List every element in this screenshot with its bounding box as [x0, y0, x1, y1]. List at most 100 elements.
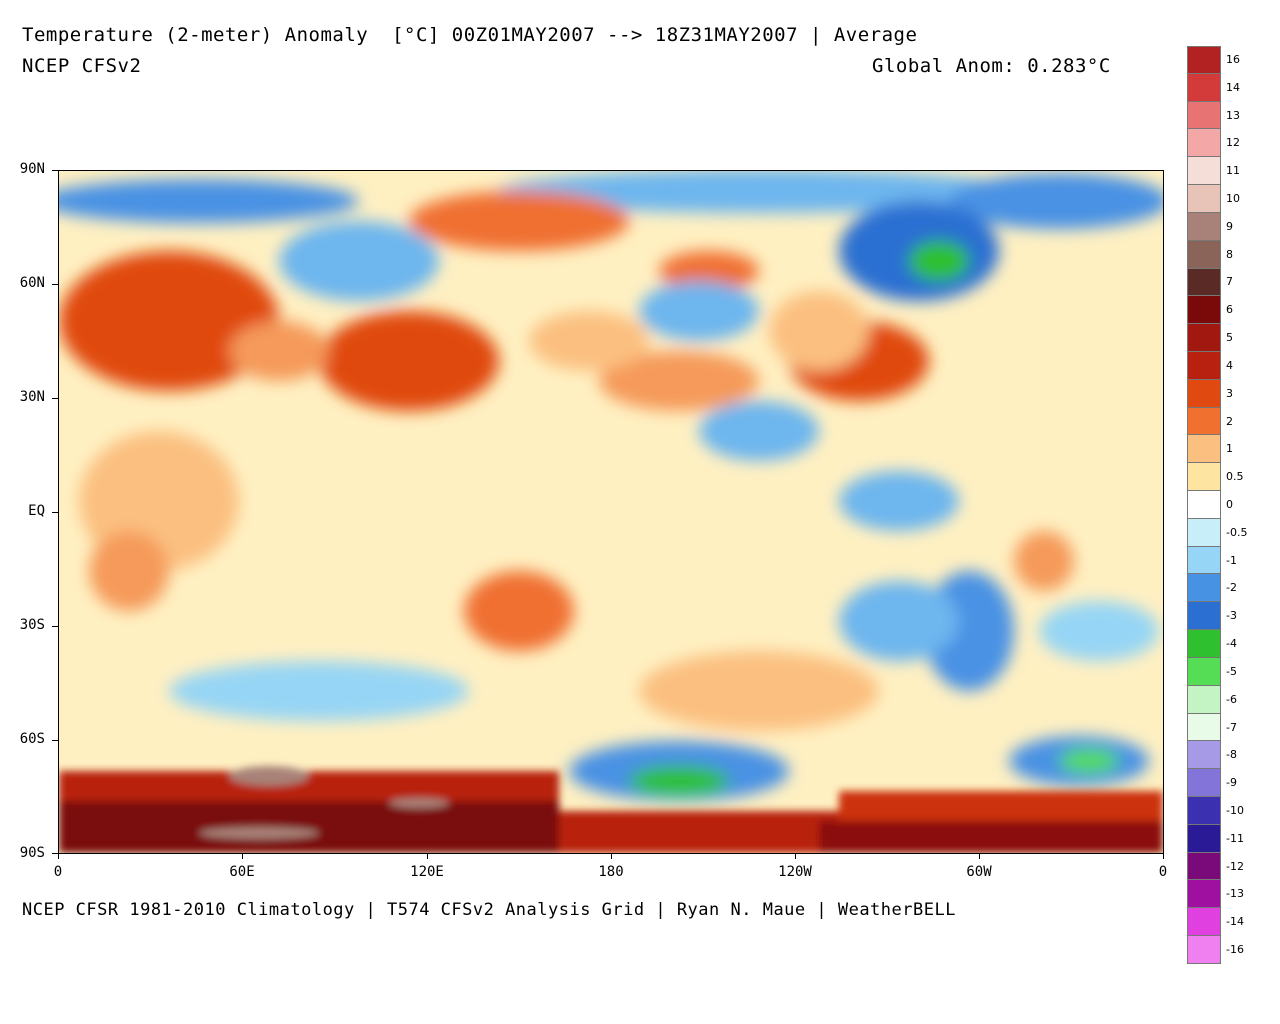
colorbar-label: -5 — [1226, 664, 1237, 678]
colorbar-swatch — [1187, 491, 1221, 519]
colorbar-label: 14 — [1226, 80, 1240, 94]
colorbar-swatch — [1187, 908, 1221, 936]
model-name: NCEP CFSv2 — [22, 55, 142, 77]
lat-label-60n: 60N — [19, 275, 45, 291]
lon-tick — [1163, 853, 1164, 859]
lon-label-120e: 120E — [410, 864, 444, 880]
colorbar-label: -8 — [1226, 748, 1237, 762]
colorbar-swatch — [1187, 351, 1221, 380]
lon-tick — [795, 853, 796, 859]
colorbar-swatch — [1187, 185, 1221, 213]
colorbar-label: 3 — [1226, 386, 1233, 400]
lon-tick — [611, 853, 612, 859]
colorbar-swatch — [1187, 602, 1221, 631]
colorbar-label: -9 — [1226, 776, 1237, 790]
colorbar-label: 9 — [1226, 219, 1233, 233]
colorbar-swatch — [1187, 435, 1221, 464]
lon-tick — [979, 853, 980, 859]
colorbar-label: 12 — [1226, 136, 1240, 150]
lon-label-120w: 120W — [778, 864, 812, 880]
colorbar-label: 7 — [1226, 275, 1233, 289]
colorbar-label: -13 — [1226, 887, 1244, 901]
lon-tick — [427, 853, 428, 859]
colorbar-swatch — [1187, 796, 1221, 825]
colorbar — [1187, 46, 1221, 964]
colorbar-swatch — [1187, 296, 1221, 325]
lon-tick — [58, 853, 59, 859]
colorbar-label: 0 — [1226, 498, 1233, 511]
lat-label-90s: 90S — [19, 845, 45, 861]
lat-tick — [52, 512, 58, 513]
colorbar-swatch — [1187, 518, 1221, 547]
lon-tick — [242, 853, 243, 859]
colorbar-swatch — [1187, 73, 1221, 102]
colorbar-swatch — [1187, 852, 1221, 881]
colorbar-label: -10 — [1226, 804, 1244, 817]
colorbar-swatch — [1187, 657, 1221, 686]
colorbar-swatch — [1187, 769, 1221, 797]
colorbar-label: 0.5 — [1226, 470, 1244, 484]
lon-label-60e: 60E — [229, 864, 255, 880]
lat-tick — [52, 626, 58, 627]
colorbar-label: -2 — [1226, 581, 1237, 595]
lat-tick — [52, 740, 58, 741]
lat-label-60s: 60S — [19, 731, 45, 747]
colorbar-swatch — [1187, 407, 1221, 436]
colorbar-swatch — [1187, 463, 1221, 491]
colorbar-swatch — [1187, 936, 1221, 964]
colorbar-label: 4 — [1226, 358, 1233, 372]
colorbar-label: -0.5 — [1226, 525, 1248, 539]
colorbar-swatch — [1187, 685, 1221, 714]
colorbar-swatch — [1187, 324, 1221, 352]
colorbar-swatch — [1187, 824, 1221, 853]
colorbar-swatch — [1187, 129, 1221, 158]
colorbar-swatch — [1187, 379, 1221, 408]
anomaly-field — [39, 169, 1169, 853]
lat-tick — [52, 170, 58, 171]
colorbar-swatch — [1187, 713, 1221, 742]
colorbar-label: -3 — [1226, 609, 1237, 623]
lon-label-0-end: 0 — [1158, 864, 1168, 880]
colorbar-swatch — [1187, 46, 1221, 74]
anomaly-map — [39, 169, 1169, 854]
colorbar-label: -11 — [1226, 831, 1244, 845]
colorbar-label: -16 — [1226, 943, 1244, 957]
lat-tick — [52, 853, 58, 854]
colorbar-label: 2 — [1226, 414, 1233, 428]
colorbar-label: 5 — [1226, 331, 1233, 345]
colorbar-label: -14 — [1226, 915, 1244, 929]
colorbar-label: -6 — [1226, 692, 1237, 706]
colorbar-label: -12 — [1226, 859, 1244, 873]
colorbar-swatch — [1187, 101, 1221, 130]
colorbar-swatch — [1187, 741, 1221, 770]
map-title: Temperature (2-meter) Anomaly [°C] 00Z01… — [22, 24, 918, 46]
colorbar-swatch — [1187, 268, 1221, 297]
lat-label-90n: 90N — [19, 161, 45, 177]
global-anomaly: Global Anom: 0.283°C — [872, 55, 1111, 77]
colorbar-swatch — [1187, 546, 1221, 575]
colorbar-swatch — [1187, 630, 1221, 658]
colorbar-label: 13 — [1226, 108, 1240, 122]
map-credits: NCEP CFSR 1981-2010 Climatology | T574 C… — [22, 900, 956, 920]
lon-label-60w: 60W — [966, 864, 992, 880]
lat-label-eq: EQ — [28, 503, 45, 519]
colorbar-label: -7 — [1226, 720, 1237, 734]
colorbar-swatch — [1187, 574, 1221, 603]
lat-label-30s: 30S — [19, 617, 45, 633]
colorbar-swatch — [1187, 240, 1221, 269]
colorbar-label: -1 — [1226, 553, 1237, 567]
lat-tick — [52, 398, 58, 399]
colorbar-label: 16 — [1226, 52, 1240, 66]
colorbar-swatch — [1187, 157, 1221, 186]
colorbar-label: 6 — [1226, 303, 1233, 317]
colorbar-label: 11 — [1226, 164, 1240, 178]
lon-label-180: 180 — [598, 864, 624, 880]
lat-tick — [52, 284, 58, 285]
lat-label-30n: 30N — [19, 389, 45, 405]
colorbar-label: 8 — [1226, 247, 1233, 261]
colorbar-label: -4 — [1226, 637, 1237, 651]
colorbar-label: 1 — [1226, 442, 1233, 456]
colorbar-label: 10 — [1226, 192, 1240, 205]
colorbar-swatch — [1187, 212, 1221, 241]
lon-label-0: 0 — [53, 864, 63, 880]
